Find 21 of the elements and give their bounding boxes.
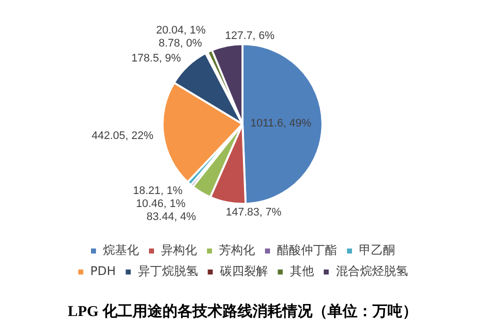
data-label: 147.83, 7% — [226, 206, 282, 218]
data-label: 442.05, 22% — [92, 130, 154, 142]
legend-label: 异丁烷脱氢 — [138, 264, 198, 278]
legend-label: 醋酸仲丁酯 — [277, 243, 337, 258]
legend-label: 烷基化 — [103, 243, 139, 258]
text: LPG 化工用途的各技术路线消耗情况（单位：万吨） — [66, 302, 418, 321]
legend-label: 芳构化 — [219, 243, 255, 258]
legend-label: 异构化 — [161, 243, 197, 258]
data-label: 178.5, 9% — [131, 52, 182, 64]
legend-label: PDH — [90, 264, 116, 278]
legend-label: 混合烷烃脱氢 — [336, 264, 408, 278]
legend-label: 其他 — [290, 264, 314, 278]
data-label: 20.04, 1% — [156, 24, 206, 37]
data-label: 18.21, 1% — [132, 185, 183, 198]
data-label: 8.78, 0% — [158, 38, 202, 50]
legend-label: 碳四裂解 — [218, 264, 268, 278]
legend-label: 甲乙酮 — [359, 243, 395, 258]
data-label: 83.44, 4% — [146, 211, 196, 224]
data-label: 1011.6, 49% — [250, 117, 312, 130]
data-label: 127.7, 6% — [225, 30, 275, 42]
data-label: 10.46, 1% — [136, 198, 186, 210]
